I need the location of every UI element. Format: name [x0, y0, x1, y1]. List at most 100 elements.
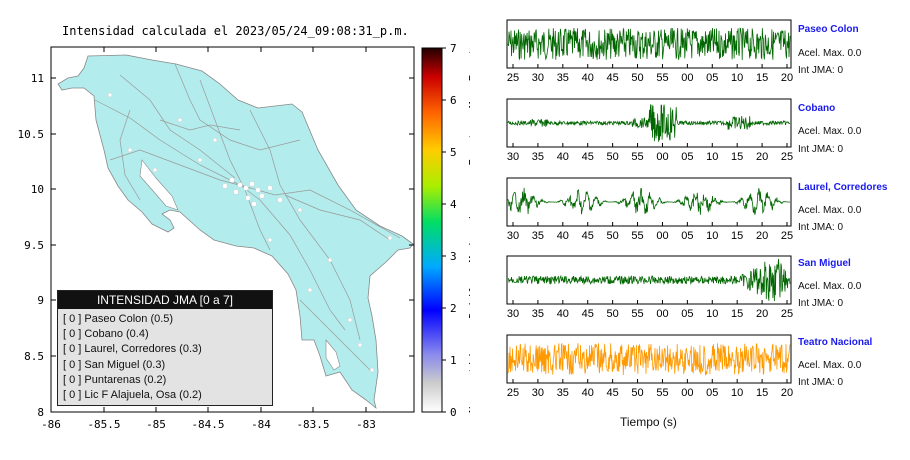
time-tick-label: 30	[532, 72, 544, 84]
time-tick-label: 10	[706, 151, 718, 163]
time-tick-label: 25	[781, 308, 793, 320]
time-tick-label: 05	[681, 151, 693, 163]
waveform-trace	[507, 27, 791, 61]
time-tick-label: 45	[607, 72, 619, 84]
legend-item: [ 0 ] Cobano (0.4)	[63, 328, 149, 341]
station-int: Int JMA: 0	[798, 377, 844, 388]
time-tick-label: 35	[557, 72, 569, 84]
time-tick-label: 10	[706, 230, 718, 242]
waveform-panel: 30 35 40 45 50 55 00 05 10 15 20 25	[506, 98, 793, 163]
time-tick-label: 25	[507, 72, 519, 84]
station-name-laurel: Laurel, Corredores	[798, 182, 888, 193]
time-tick-label: 35	[557, 387, 569, 399]
time-tick-label: 40	[557, 151, 569, 163]
colorbar-category: Moderado	[467, 210, 470, 263]
time-tick-label: 45	[582, 230, 594, 242]
colorbar-category: Debil	[467, 285, 470, 318]
time-tick-label: 15	[731, 230, 743, 242]
time-tick-label: 10	[731, 72, 743, 84]
map-axes: -86 -85.5 -85 -84.5 -84 -83.5 -83 11 10.5 10 9.5 9 8…	[18, 47, 414, 431]
colorbar-category: Fuerte	[467, 126, 470, 166]
time-tick-label: 55	[656, 72, 668, 84]
lat-tick-label: 11	[31, 72, 44, 85]
lon-tick-label: -86	[41, 418, 61, 431]
time-tick-label: 25	[781, 151, 793, 163]
lat-tick-label: 10.5	[18, 128, 45, 141]
station-name-teatro-nacional: Teatro Nacional	[798, 337, 873, 348]
colorbar-ticks: 0 1 2 3 4 5 6 7 No sentido Debil Moderado Fuerte Muy…	[442, 42, 470, 419]
time-tick-label: 15	[731, 308, 743, 320]
time-tick-label: 30	[532, 387, 544, 399]
time-tick-label: 15	[731, 151, 743, 163]
time-tick-label: 05	[681, 230, 693, 242]
time-tick-label: 20	[756, 308, 768, 320]
station-dots	[107, 92, 393, 373]
time-tick-label: 15	[756, 72, 768, 84]
waveform-frame	[506, 19, 792, 69]
lat-tick-label: 10	[31, 183, 44, 196]
page-title: Intensidad calculada el 2023/05/24_09:08…	[62, 24, 409, 38]
colorbar-tick-label: 4	[450, 198, 457, 211]
time-tick-label: 55	[631, 308, 643, 320]
intensity-colorbar	[421, 47, 443, 413]
legend-item: [ 0 ] Paseo Colon (0.5)	[63, 313, 174, 325]
time-tick-label: 55	[631, 230, 643, 242]
waveform-frame	[506, 334, 792, 384]
time-tick-label: 50	[607, 308, 619, 320]
legend-item: [ 0 ] Lic F Alajuela, Osa (0.2)	[63, 389, 202, 402]
station-acel: Acel. Max. 0.0	[798, 281, 862, 292]
lon-tick-label: -85	[146, 418, 166, 431]
station-int: Int JMA: 0	[798, 298, 844, 309]
time-tick-label: 50	[631, 72, 643, 84]
time-tick-label: 20	[781, 72, 793, 84]
waveform-panel: 30 35 40 45 50 55 00 05 10 15 20 25	[506, 177, 793, 242]
waveform-trace	[507, 343, 791, 376]
colorbar-tick-label: 0	[450, 406, 457, 419]
station-name-cobano: Cobano	[798, 103, 836, 114]
waveform-trace	[507, 104, 791, 142]
time-tick-label: 40	[582, 387, 594, 399]
waveform-trace	[507, 187, 790, 215]
colorbar-tick-label: 5	[450, 146, 457, 159]
station-acel: Acel. Max. 0.0	[798, 126, 862, 137]
time-tick-label: 35	[532, 308, 544, 320]
colorbar-tick-label: 7	[450, 42, 457, 55]
time-tick-label: 40	[582, 72, 594, 84]
lat-tick-label: 9	[37, 294, 44, 307]
waveform-panel: 30 35 40 45 50 55 00 05 10 15 20 25	[506, 255, 793, 320]
time-tick-label: 05	[681, 308, 693, 320]
time-tick-label: 30	[507, 230, 519, 242]
lon-tick-label: -83.5	[296, 418, 329, 431]
time-tick-label: 50	[631, 387, 643, 399]
station-name-san-miguel: San Miguel	[798, 258, 851, 269]
waveform-panel: 25 30 35 40 45 50 55 00 05 10 15 20	[506, 334, 793, 399]
station-acel: Acel. Max. 0.0	[798, 205, 862, 216]
lon-tick-label: -84.5	[191, 418, 224, 431]
colorbar-tick-label: 3	[450, 250, 457, 263]
time-tick-label: 50	[607, 230, 619, 242]
legend-item: [ 0 ] San Miguel (0.3)	[63, 358, 166, 371]
costa-rica-land	[57, 54, 414, 410]
time-tick-label: 20	[781, 387, 793, 399]
time-tick-label: 45	[607, 387, 619, 399]
time-tick-label: 55	[656, 387, 668, 399]
time-tick-label: 00	[656, 308, 668, 320]
time-tick-label: 45	[582, 151, 594, 163]
time-tick-label: 30	[507, 308, 519, 320]
colorbar-tick-label: 2	[450, 302, 457, 315]
legend-item: [ 0 ] Laurel, Corredores (0.3)	[63, 343, 202, 356]
time-tick-label: 00	[656, 230, 668, 242]
time-tick-label: 25	[781, 230, 793, 242]
time-tick-label: 25	[507, 387, 519, 399]
waveform-panel: 25 30 35 40 45 50 55 00 05 10 15 20	[506, 19, 793, 84]
time-tick-label: 35	[532, 230, 544, 242]
waveform-frame	[506, 255, 792, 305]
time-tick-label: 50	[607, 151, 619, 163]
legend-item: [ 0 ] Puntarenas (0.2)	[63, 373, 167, 386]
time-tick-label: 00	[681, 72, 693, 84]
lon-tick-label: -85.5	[87, 418, 120, 431]
time-tick-label: 55	[631, 151, 643, 163]
waveform-frame	[506, 177, 792, 227]
time-tick-label: 45	[582, 308, 594, 320]
time-tick-label: 40	[557, 230, 569, 242]
